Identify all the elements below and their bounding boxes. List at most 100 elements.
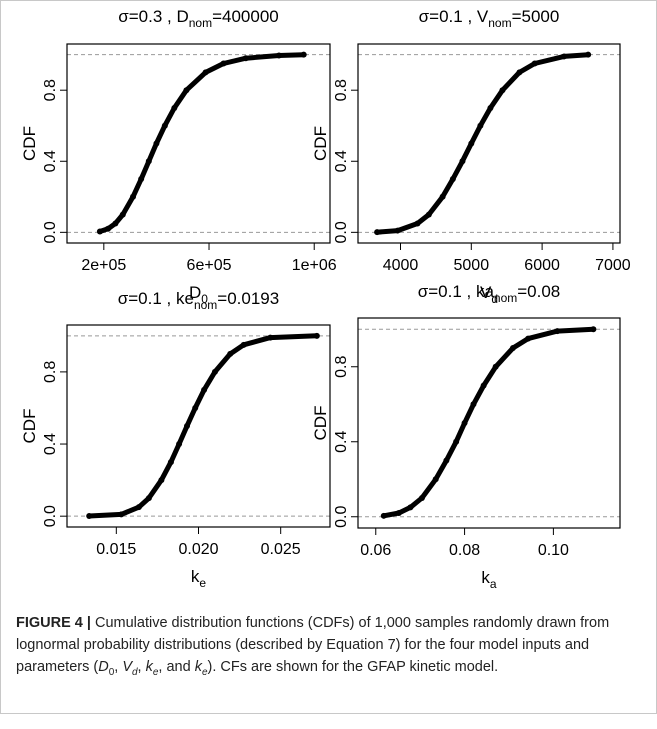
cdf-point — [374, 229, 381, 236]
caption-text: Cumulative distribution functions (CDFs)… — [16, 615, 610, 675]
x-tick-label: 0.08 — [449, 542, 480, 559]
cdf-point — [112, 220, 119, 227]
cdf-point — [176, 441, 183, 448]
cdf-point — [275, 52, 282, 59]
y-axis-label: CDF — [311, 406, 330, 441]
cdf-point — [138, 176, 145, 183]
cdf-point — [119, 211, 126, 218]
x-axis-label-sub: 0 — [201, 292, 208, 306]
chart-title-rest: =0.08 — [517, 282, 560, 301]
cdf-point — [425, 211, 432, 218]
cdf-point — [380, 512, 387, 519]
x-axis-label: Vd — [480, 283, 498, 306]
chart-title-rest: =400000 — [212, 7, 279, 26]
chart-title-sub: nom — [488, 16, 511, 30]
cdf-point — [118, 511, 125, 518]
cdf-point — [96, 228, 103, 235]
y-tick-label: 0.4 — [42, 433, 59, 455]
cdf-point — [211, 368, 218, 375]
cdf-point — [418, 495, 425, 501]
cdf-point — [453, 438, 460, 445]
cdf-point — [487, 104, 494, 111]
x-tick-label: 0.025 — [261, 541, 301, 558]
cdf-point — [135, 504, 142, 511]
cdf-point — [183, 423, 190, 429]
cdf-point — [153, 140, 160, 147]
chart-title-main: σ=0.3 , D — [118, 7, 189, 26]
cdf-point — [439, 193, 446, 200]
cdf-point — [158, 477, 165, 484]
x-tick-label: 6000 — [524, 257, 560, 274]
cdf-point — [561, 53, 568, 60]
cdf-point — [480, 382, 487, 389]
plot-box — [66, 324, 331, 528]
y-tick-label: 0.8 — [42, 361, 59, 383]
chart-title-main: σ=0.1 , V — [419, 7, 489, 26]
chart-title-main: σ=0.1 , ke — [118, 289, 194, 308]
caption-text: D — [98, 659, 109, 675]
cdf-point — [525, 335, 532, 342]
cdf-point — [432, 476, 439, 483]
cdf-point — [202, 69, 209, 76]
cdf-point — [161, 122, 168, 129]
chart-title: σ=0.1 , kenom=0.0193 — [118, 289, 279, 312]
cdf-point — [554, 328, 561, 335]
cdf-point — [300, 51, 307, 58]
x-tick-label: 5000 — [454, 257, 490, 274]
x-tick-label: 4000 — [383, 257, 419, 274]
y-tick-label: 0.0 — [42, 221, 59, 243]
x-axis-label-main: V — [480, 283, 492, 302]
y-tick-label: 0.0 — [42, 505, 59, 527]
cdf-point — [267, 334, 274, 341]
cdf-point — [468, 140, 475, 147]
caption-text: , — [114, 659, 123, 675]
cdf-point — [585, 51, 592, 58]
x-axis-label-main: k — [481, 568, 490, 587]
cdf-line — [89, 333, 317, 519]
y-tick-label: 0.0 — [333, 221, 350, 243]
chart-title-sub: nom — [189, 16, 212, 30]
cdf-point — [461, 420, 468, 426]
chart-title-sub: nom — [194, 298, 217, 312]
plot-box — [66, 43, 331, 244]
cdf-point — [516, 69, 523, 76]
caption-text: , — [137, 659, 146, 675]
y-axis-label: CDF — [20, 126, 39, 161]
y-tick-label: 0.8 — [333, 79, 350, 101]
cdf-point — [470, 401, 477, 408]
cdf-point — [394, 227, 401, 234]
x-axis-label-main: D — [189, 283, 201, 302]
cdf-point — [192, 404, 199, 411]
x-axis-label-sub: d — [491, 292, 498, 306]
cdf-point — [86, 512, 93, 519]
x-tick-label: 0.015 — [96, 541, 136, 558]
y-tick-label: 0.4 — [333, 431, 350, 453]
y-tick-label: 0.4 — [333, 150, 350, 172]
cdf-point — [227, 350, 234, 357]
y-tick-label: 0.4 — [42, 150, 59, 172]
cdf-point — [130, 193, 137, 200]
caption-text: ). CFs are shown for the GFAP kinetic mo… — [207, 659, 499, 675]
cdf-point — [395, 510, 402, 516]
cdf-point — [459, 158, 466, 165]
x-axis-label: ke — [191, 567, 207, 590]
y-axis-label: CDF — [20, 409, 39, 444]
chart-title-rest: =0.0193 — [217, 289, 279, 308]
cdf-point — [443, 457, 450, 464]
x-axis-label-main: k — [191, 567, 200, 586]
cdf-point — [531, 60, 538, 67]
caption-text: 0 — [108, 666, 115, 678]
caption-text: V — [122, 659, 132, 675]
chart-title: σ=0.1 , kanom=0.08 — [418, 282, 561, 305]
cdf-point — [201, 386, 208, 393]
cdf-point — [407, 504, 414, 511]
x-tick-label: 6e+05 — [187, 257, 232, 274]
cdf-line — [376, 52, 589, 235]
cdf-point — [509, 345, 516, 351]
caption-text: k — [194, 659, 202, 675]
y-tick-label: 0.0 — [333, 506, 350, 528]
x-axis-label-sub: e — [199, 576, 206, 590]
cdf-point — [449, 176, 456, 183]
chart-title: σ=0.3 , Dnom=400000 — [118, 7, 279, 30]
